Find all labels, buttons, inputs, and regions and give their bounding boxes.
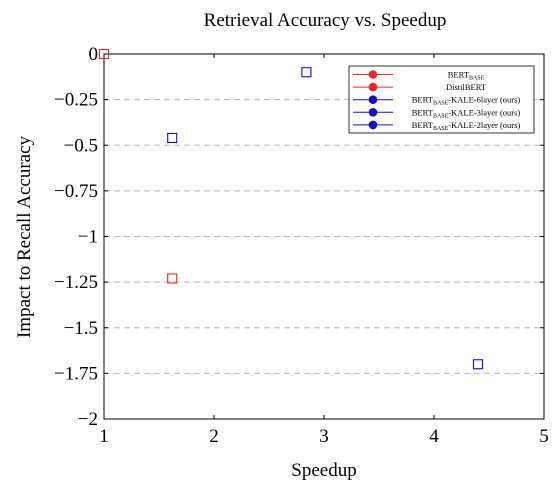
y-tick-label: −2 (78, 409, 98, 430)
data-point (167, 273, 178, 284)
legend-marker (368, 95, 378, 104)
legend-entry: DistilBERT (353, 82, 487, 92)
x-tick-label: 5 (539, 426, 549, 447)
y-tick-label: −1.25 (54, 272, 98, 293)
x-tick-label: 3 (319, 426, 329, 447)
x-tick-label: 2 (209, 426, 219, 447)
grid-lines (104, 99, 544, 374)
chart-title: Retrieval Accuracy vs. Speedup (204, 10, 447, 31)
legend-marker (368, 82, 378, 92)
y-tick-label: −0.75 (54, 181, 98, 202)
legend-label: DistilBERT (446, 82, 487, 92)
legend-marker (368, 70, 378, 79)
axis-ticks: 0 −0.25 −0.5 −0.75 −1 −1.25 −1.5 −1.75 −21 2 3 4 5 (54, 44, 549, 447)
y-tick-label: −1.75 (54, 363, 98, 384)
legend-label: BERTBASE (448, 70, 485, 82)
y-tick-label: −1.5 (64, 318, 98, 339)
y-axis-label: Impact to Recall Accuracy (14, 135, 35, 338)
data-point (472, 359, 484, 370)
legend-label: BERTBASE-KALE-3layer (ours) (412, 107, 521, 119)
legend-label: BERTBASE-KALE-2layer (ours) (412, 120, 521, 132)
y-tick-label: −0.5 (64, 135, 98, 156)
legend-marker (368, 108, 378, 117)
legend-marker (368, 120, 378, 130)
x-axis-label: Speedup (291, 460, 356, 481)
data-markers (98, 48, 484, 370)
legend-entry: BERTBASE-KALE-2layer (ours) (353, 120, 520, 132)
data-point (98, 48, 110, 60)
x-tick-label: 1 (99, 426, 109, 447)
legend-label: BERTBASE-KALE-6layer (ours) (412, 95, 521, 107)
y-tick-label: −1 (78, 227, 98, 248)
y-tick-label: −0.25 (54, 90, 98, 111)
y-tick-label: 0 (89, 44, 99, 65)
x-tick-label: 4 (429, 426, 439, 447)
data-point (301, 67, 312, 78)
data-point (167, 132, 178, 143)
legend-entry: BERTBASE-KALE-6layer (ours) (353, 95, 520, 107)
legend-entry: BERTBASE-KALE-3layer (ours) (353, 107, 520, 119)
legend-entry: BERTBASE (353, 70, 485, 82)
